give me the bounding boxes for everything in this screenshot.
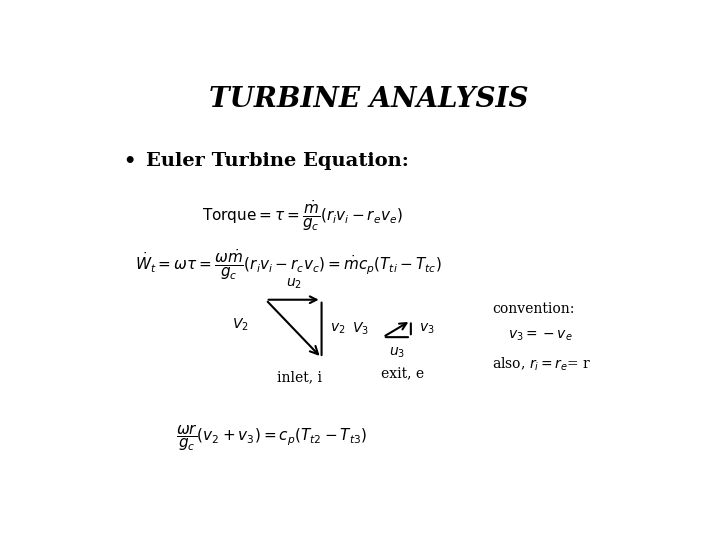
Text: $u_3$: $u_3$: [389, 346, 405, 360]
Text: Euler Turbine Equation:: Euler Turbine Equation:: [145, 152, 409, 170]
Text: $\dot{W}_t = \omega\tau = \dfrac{\omega\dot{m}}{g_c}(r_i v_i - r_c v_c) = \dot{m: $\dot{W}_t = \omega\tau = \dfrac{\omega\…: [135, 248, 441, 282]
Text: $V_3$: $V_3$: [352, 321, 369, 337]
Text: convention:: convention:: [492, 302, 574, 316]
Text: $v_3 = -v_e$: $v_3 = -v_e$: [508, 329, 573, 343]
Text: $v_2$: $v_2$: [330, 322, 346, 336]
Text: $\dfrac{\omega r}{g_c}(v_2 + v_3) = c_p(T_{t2} - T_{t3})$: $\dfrac{\omega r}{g_c}(v_2 + v_3) = c_p(…: [176, 422, 368, 453]
Text: also, $r_i = r_e$= r: also, $r_i = r_e$= r: [492, 356, 591, 373]
Text: $u_2$: $u_2$: [286, 277, 302, 292]
Text: exit, e: exit, e: [381, 366, 424, 380]
Text: TURBINE ANALYSIS: TURBINE ANALYSIS: [210, 85, 528, 113]
Text: $\mathrm{Torque} = \tau = \dfrac{\dot{m}}{g_c}(r_i v_i - r_e v_e)$: $\mathrm{Torque} = \tau = \dfrac{\dot{m}…: [202, 198, 402, 233]
Text: •: •: [124, 152, 136, 170]
Text: inlet, i: inlet, i: [276, 370, 322, 384]
Text: $V_2$: $V_2$: [233, 316, 249, 333]
Text: $v_3$: $v_3$: [419, 322, 435, 336]
